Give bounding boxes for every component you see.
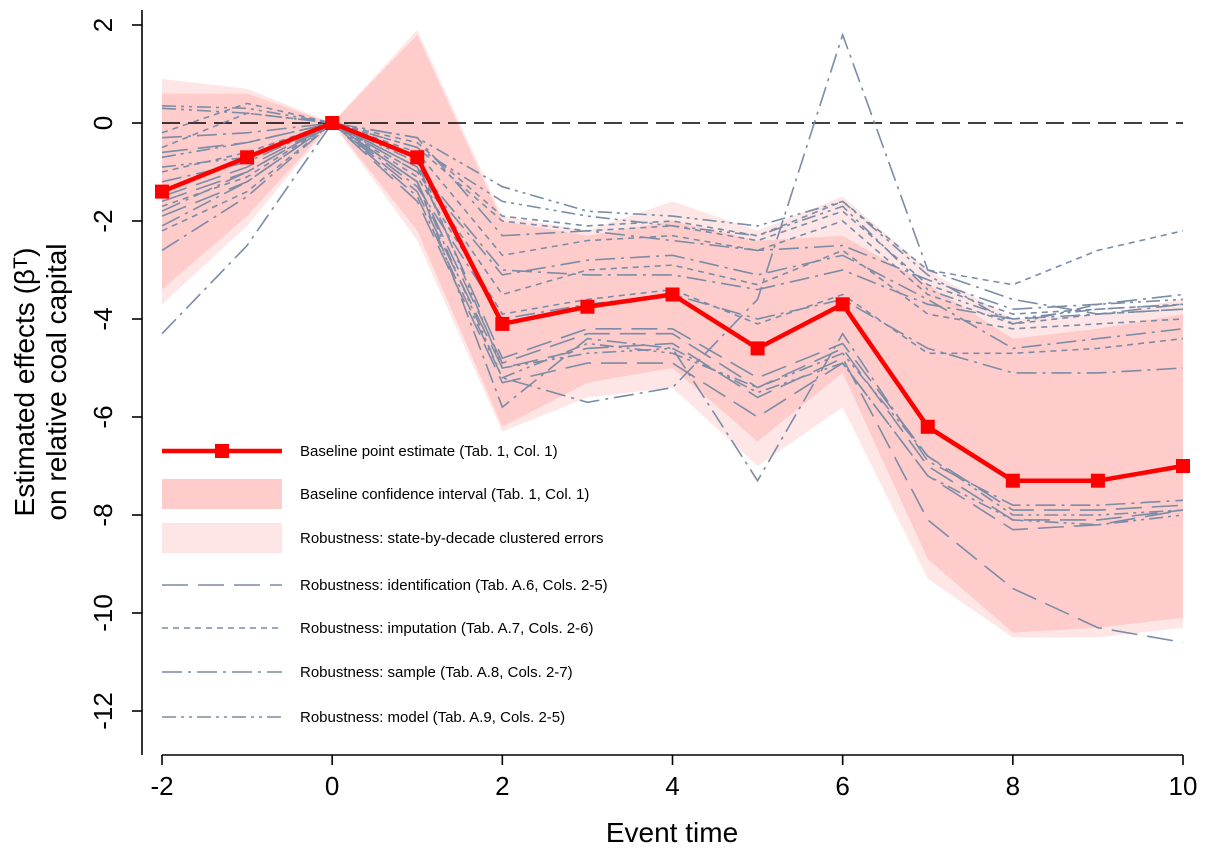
robustness-dashdotdot-series-1: [161, 105, 1184, 325]
baseline-point-9: [1090, 473, 1105, 488]
baseline-point-2: [495, 316, 510, 331]
x-axis-ticks: -2 0 2 4 6 8 10: [150, 755, 1197, 801]
baseline-point-6: [835, 297, 850, 312]
baseline-point-8: [1005, 473, 1020, 488]
legend-label: Baseline confidence interval (Tab. 1, Co…: [300, 486, 589, 503]
baseline-point-0: [325, 116, 340, 130]
legend-baseline-marker: [215, 444, 229, 458]
y-axis-title-line1: Estimated effects (βᵀ): [9, 248, 40, 517]
x-axis-title: Event time: [606, 817, 738, 848]
baseline-point-10: [1176, 459, 1190, 473]
legend-label: Robustness: state-by-decade clustered er…: [300, 530, 603, 547]
x-tick-label: 4: [665, 771, 679, 801]
legend-label: Robustness: imputation (Tab. A.7, Cols. …: [300, 620, 593, 637]
y-tick-label: -10: [88, 594, 118, 632]
legend-label: Robustness: identification (Tab. A.6, Co…: [300, 577, 608, 594]
y-axis-ticks: 2 0 -2 -4 -6 -8 -10 -12: [88, 18, 142, 730]
robustness-dashdot-series-3: [161, 122, 1184, 350]
baseline-point-7: [920, 419, 935, 434]
robustness-dashdot-series-4: [161, 122, 1184, 311]
robustness-dashdotdot-series-2: [161, 107, 1184, 320]
y-tick-label: -12: [88, 692, 118, 730]
robustness-dashdotdot-series-3: [161, 122, 1184, 516]
baseline-point-3: [580, 299, 595, 314]
y-tick-label: -4: [88, 307, 118, 330]
y-tick-label: 0: [88, 116, 118, 130]
y-tick-label: -2: [88, 209, 118, 232]
baseline-series: [155, 116, 1190, 488]
baseline-point-4: [665, 287, 680, 302]
baseline-point--2: [155, 184, 169, 199]
legend-ci-swatch: [162, 479, 282, 509]
baseline-point--1: [240, 150, 255, 165]
y-axis-title-line2: on relative coal capital: [41, 243, 72, 520]
baseline-point-5: [750, 341, 765, 356]
y-tick-label: -6: [88, 405, 118, 428]
legend-label: Robustness: model (Tab. A.9, Cols. 2-5): [300, 709, 565, 726]
y-axis-title: Estimated effects (βᵀ) on relative coal …: [9, 243, 72, 520]
baseline-point-1: [410, 150, 425, 165]
robustness-longdash-series-3: [161, 122, 1184, 511]
legend: Baseline point estimate (Tab. 1, Col. 1)…: [162, 443, 608, 726]
x-tick-label: 2: [495, 771, 509, 801]
x-tick-label: 6: [835, 771, 849, 801]
x-tick-label: -2: [150, 771, 173, 801]
y-tick-label: 2: [88, 18, 118, 32]
y-tick-label: -8: [88, 503, 118, 526]
x-tick-label: 8: [1006, 771, 1020, 801]
x-tick-label: 0: [325, 771, 339, 801]
legend-clustered-swatch: [162, 523, 282, 553]
legend-label: Baseline point estimate (Tab. 1, Col. 1): [300, 443, 558, 460]
legend-label: Robustness: sample (Tab. A.8, Cols. 2-7): [300, 664, 573, 681]
x-tick-label: 10: [1169, 771, 1198, 801]
